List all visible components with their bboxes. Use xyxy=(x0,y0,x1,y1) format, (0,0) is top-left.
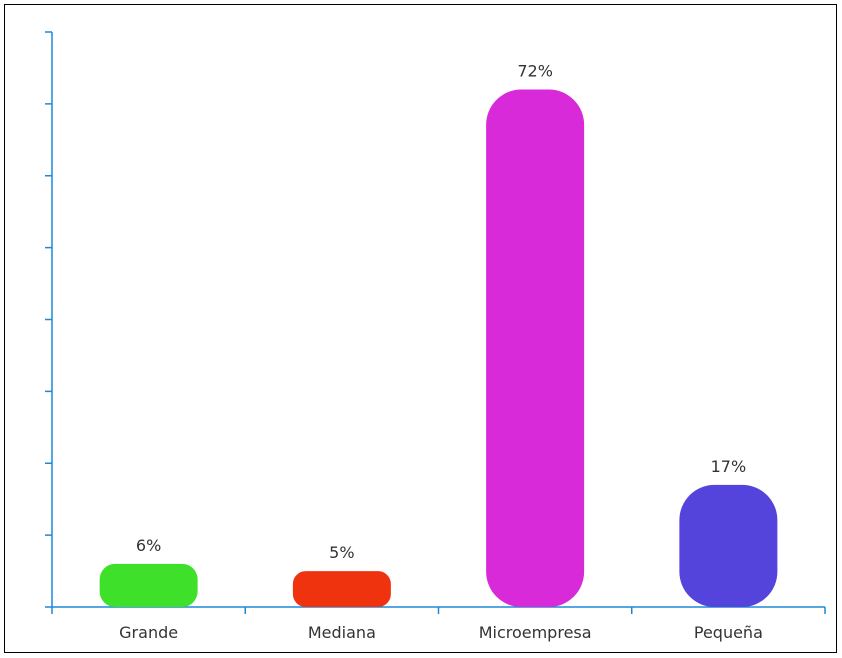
data-label-mediana: 5% xyxy=(329,543,354,562)
data-labels: 6% Grande 5% Mediana 72% Microempresa 17% Peque… xyxy=(119,62,763,643)
x-tick-label-mediana: Mediana xyxy=(308,623,376,642)
data-label-grande: 6% xyxy=(136,536,161,555)
x-tick-label-grande: Grande xyxy=(119,623,178,642)
bar-mediana[interactable] xyxy=(292,571,391,607)
bar-pequeña[interactable] xyxy=(679,484,778,607)
x-axis xyxy=(45,606,826,614)
y-axis xyxy=(45,31,53,607)
x-tick-label-pequeña: Pequeña xyxy=(694,623,763,642)
bar-grande[interactable] xyxy=(99,563,198,607)
bar-microempresa[interactable] xyxy=(486,89,585,608)
x-tick-label-microempresa: Microempresa xyxy=(479,623,592,642)
data-label-pequeña: 17% xyxy=(711,457,747,476)
data-label-microempresa: 72% xyxy=(517,62,553,81)
bars xyxy=(99,89,778,608)
